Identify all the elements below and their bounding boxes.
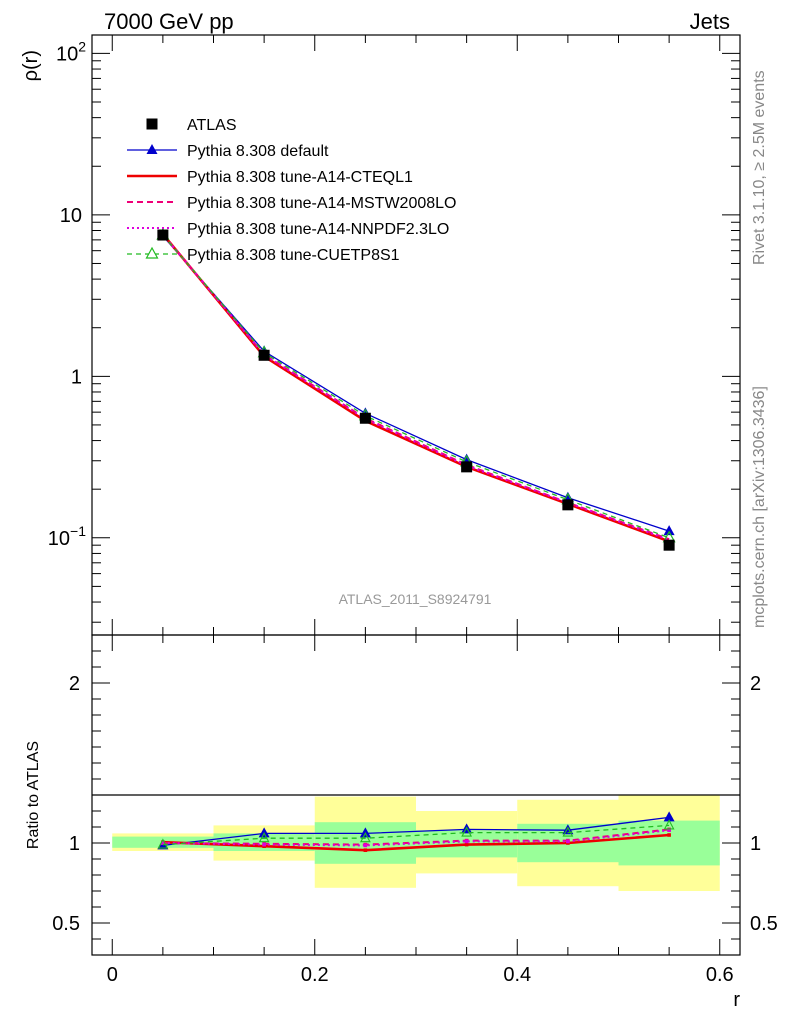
ratio-xtick-label: 0 (107, 964, 118, 986)
main-ytick-label: 10 (60, 205, 82, 227)
ratio-cuetp8s1-marker (663, 819, 675, 830)
ratio-default-marker (663, 811, 675, 822)
mcplots-label: mcplots.cern.ch [arXiv:1306.3436] (751, 386, 768, 628)
ratio-point (161, 841, 165, 845)
ratio-ytick-label: 1 (69, 833, 80, 855)
main-ytick-label: 102 (56, 38, 86, 65)
ratio-x-axis: 0 0.2 0.4 0.6 (107, 635, 734, 986)
atlas-point (359, 412, 371, 424)
legend-label: Pythia 8.308 tune-A14-CTEQL1 (187, 169, 413, 186)
legend-label: Pythia 8.308 tune-A14-NNPDF2.3LO (187, 221, 449, 238)
ratio-ytick-label: 0.5 (52, 913, 80, 935)
ratio-xtick-label: 0.4 (503, 964, 531, 986)
series-line-1 (162, 235, 670, 532)
ratio-point (464, 842, 469, 847)
legend-marker-triangle (146, 144, 158, 154)
series-line-5 (162, 234, 670, 539)
main-ylabel: ρ(r) (20, 50, 42, 81)
ratio-series-line-0 (162, 816, 670, 847)
ratio-cuetp8s1-marker (562, 826, 574, 837)
atlas-point (157, 229, 169, 241)
main-curves (156, 227, 676, 551)
legend-label: Pythia 8.308 tune-CUETP8S1 (187, 247, 400, 264)
ratio-point (363, 843, 368, 848)
ratio-series-line-1 (162, 833, 670, 852)
default-marker (663, 525, 675, 536)
ratio-ytick-label-right: 0.5 (750, 913, 778, 935)
series-line-3 (162, 233, 670, 541)
atlas-point (562, 499, 574, 511)
ratio-panel: 0.5 0.5 1 1 2 2 0 0.2 0.4 0.6 Ratio to ATLAS r (25, 634, 778, 1011)
ratio-cuetp8s1-marker (258, 832, 270, 843)
legend-marker-atlas (146, 118, 158, 130)
ratio-series-line-4 (162, 824, 670, 846)
ratio-ytick-label: 2 (69, 673, 80, 695)
legend-marker-open-triangle (145, 246, 159, 259)
ratio-xlabel: r (733, 989, 740, 1011)
legend-label: Pythia 8.308 default (187, 143, 329, 160)
ratio-point (566, 839, 570, 844)
series-line-4 (162, 233, 670, 541)
ratio-curves (157, 811, 675, 852)
ratio-cuetp8s1-marker (461, 826, 473, 837)
ratio-point (363, 848, 368, 852)
ratio-cuetp8s1-marker (157, 838, 169, 849)
header-right: Jets (690, 9, 730, 34)
main-y-axis: 10−1 1 10 102 (48, 38, 740, 623)
atlas-point (461, 461, 473, 473)
atlas-point (663, 539, 675, 551)
legend: ATLAS Pythia 8.308 default Pythia 8.308 tu… (127, 117, 456, 264)
ratio-cuetp8s1-marker (359, 832, 371, 843)
ratio-ytick-label-right: 2 (750, 673, 761, 695)
ratio-series-line-2 (162, 828, 670, 846)
series-line-2 (161, 233, 670, 543)
main-ytick-label: 10−1 (48, 523, 86, 550)
ratio-point (667, 828, 671, 832)
main-ytick-label: 1 (71, 366, 82, 388)
analysis-watermark: ATLAS_2011_S8924791 (339, 591, 492, 607)
rivet-label: Rivet 3.1.10, ≥ 2.5M events (751, 70, 768, 265)
header-left: 7000 GeV pp (104, 9, 234, 34)
main-panel: 10−1 1 10 102 ρ(r) ATLAS_2011_S8924791 ATLA… (20, 34, 741, 636)
legend-label: ATLAS (187, 117, 237, 134)
ratio-ylabel: Ratio to ATLAS (25, 741, 42, 849)
ratio-ytick-label-right: 1 (750, 833, 761, 855)
ratio-y-axis: 0.5 0.5 1 1 2 2 (52, 650, 778, 940)
ratio-point (667, 833, 671, 837)
ratio-xtick-label: 0.6 (706, 964, 734, 986)
atlas-point (258, 349, 270, 361)
legend-label: Pythia 8.308 tune-A14-MSTW2008LO (187, 195, 456, 212)
ratio-point (262, 842, 266, 847)
main-x-ticks (111, 35, 721, 635)
ratio-xtick-label: 0.2 (301, 964, 329, 986)
ratio-point (464, 839, 469, 844)
